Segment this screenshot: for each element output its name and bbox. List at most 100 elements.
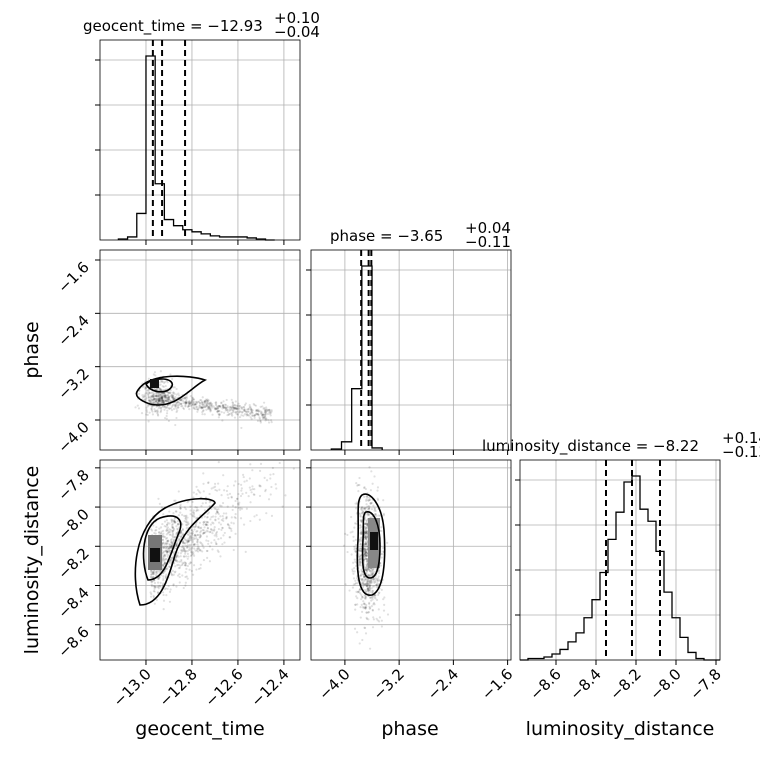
p21-point-199 (365, 520, 368, 523)
p10-point-446 (166, 409, 169, 412)
p21-point-984 (359, 549, 362, 553)
p21-point-77 (368, 607, 371, 610)
p10-point-682 (166, 399, 169, 403)
p10-point-886 (208, 403, 211, 406)
p21-point-978 (366, 512, 369, 515)
p20-point-366 (184, 516, 187, 519)
p21-point-579 (364, 522, 367, 525)
p10-point-308 (258, 417, 261, 420)
p20-point-897 (177, 538, 180, 541)
p10-point-638 (207, 405, 211, 408)
p20-point-613 (163, 570, 167, 573)
p20-point-1090 (181, 532, 184, 535)
p21-point-531 (364, 531, 368, 535)
p21-point-660 (363, 575, 366, 579)
p20-point-398 (187, 539, 190, 542)
p11-bar-1 (342, 442, 352, 450)
p21-point-357 (363, 531, 367, 534)
p21-point-310 (365, 532, 368, 535)
p21-point-450 (366, 580, 369, 583)
p11-frame (310, 249, 512, 451)
p20-point-242 (264, 489, 267, 493)
p21-point-354 (371, 589, 374, 593)
p10-point-592 (150, 394, 153, 397)
p10-point-149 (161, 401, 164, 404)
p20-point-709 (179, 503, 182, 506)
p21-point-21 (358, 559, 361, 562)
p10-point-813 (255, 408, 258, 412)
p21-point-818 (354, 522, 357, 525)
p21-point-381 (364, 555, 367, 558)
p10-point-312 (160, 395, 163, 398)
p10-point-742 (201, 406, 204, 409)
p10-point-186 (264, 411, 267, 414)
p10-point-164 (158, 397, 161, 400)
p21-point-304 (360, 506, 364, 510)
p21-point-640 (365, 603, 368, 607)
p21-point-586 (368, 580, 371, 583)
p20-point-424 (151, 576, 154, 579)
p10-point-506 (174, 404, 177, 407)
p10-point-631 (166, 393, 170, 397)
p20-point-184 (202, 529, 205, 532)
p21-point-497 (368, 584, 372, 587)
p10-point-37 (172, 398, 175, 401)
p20-point-238 (187, 533, 190, 537)
p20-point-512 (265, 479, 269, 482)
p10-point-39 (148, 392, 151, 395)
p10-point-77 (240, 406, 243, 409)
p21-point-325 (362, 606, 365, 610)
p10-point-500 (158, 388, 161, 391)
p22-bar-21 (688, 652, 696, 660)
p20-point-482 (183, 561, 186, 564)
p10-point-51 (159, 406, 163, 410)
p20-point-194 (217, 521, 221, 524)
p21-point-784 (364, 557, 367, 560)
p10-point-170 (219, 404, 222, 408)
p20-point-55 (175, 544, 178, 547)
p20-point-483 (196, 540, 199, 543)
p10-point-428 (146, 413, 149, 416)
p10-point-192 (156, 402, 159, 405)
p20-point-867 (167, 529, 170, 532)
p21-point-857 (360, 578, 363, 581)
p10-point-605 (189, 401, 193, 404)
p10-point-693 (162, 401, 166, 404)
p21-point-686 (353, 526, 356, 529)
p20-point-26 (201, 502, 204, 505)
p10-point-262 (148, 399, 151, 402)
p10-point-576 (230, 405, 233, 409)
p20-point-665 (166, 551, 169, 554)
p20-point-173 (225, 515, 228, 518)
p20-point-850 (169, 533, 172, 536)
p10-point-599 (157, 414, 160, 417)
p20-point-515 (205, 520, 208, 524)
p20-point-546 (201, 544, 204, 547)
p10-point-28 (221, 407, 224, 410)
p20-point-1001 (214, 507, 217, 511)
p10-point-174 (162, 392, 165, 396)
p21-point-674 (363, 547, 366, 550)
p10-point-395 (155, 397, 158, 401)
p21-point-935 (351, 568, 354, 571)
p10-point-190 (232, 407, 236, 410)
p20-point-832 (174, 558, 177, 561)
p20-point-164 (180, 531, 183, 534)
p20-point-21 (221, 501, 225, 505)
p10-point-772 (249, 409, 253, 412)
p10-point-589 (161, 396, 164, 399)
p10-point-285 (187, 404, 190, 407)
p21-point-372 (366, 587, 370, 590)
p20-point-733 (164, 576, 168, 579)
p20-point-433 (228, 526, 231, 529)
p10-point-424 (261, 405, 264, 408)
p10-point-63 (268, 408, 271, 411)
p20-point-754 (166, 542, 169, 545)
p10-point-296 (203, 413, 206, 416)
p10-point-294 (270, 421, 273, 424)
p21-point-316 (360, 554, 363, 557)
p20-point-389 (168, 530, 172, 534)
p21-point-182 (366, 553, 369, 556)
p10-point-362 (151, 399, 154, 402)
p10-point-898 (185, 402, 188, 405)
